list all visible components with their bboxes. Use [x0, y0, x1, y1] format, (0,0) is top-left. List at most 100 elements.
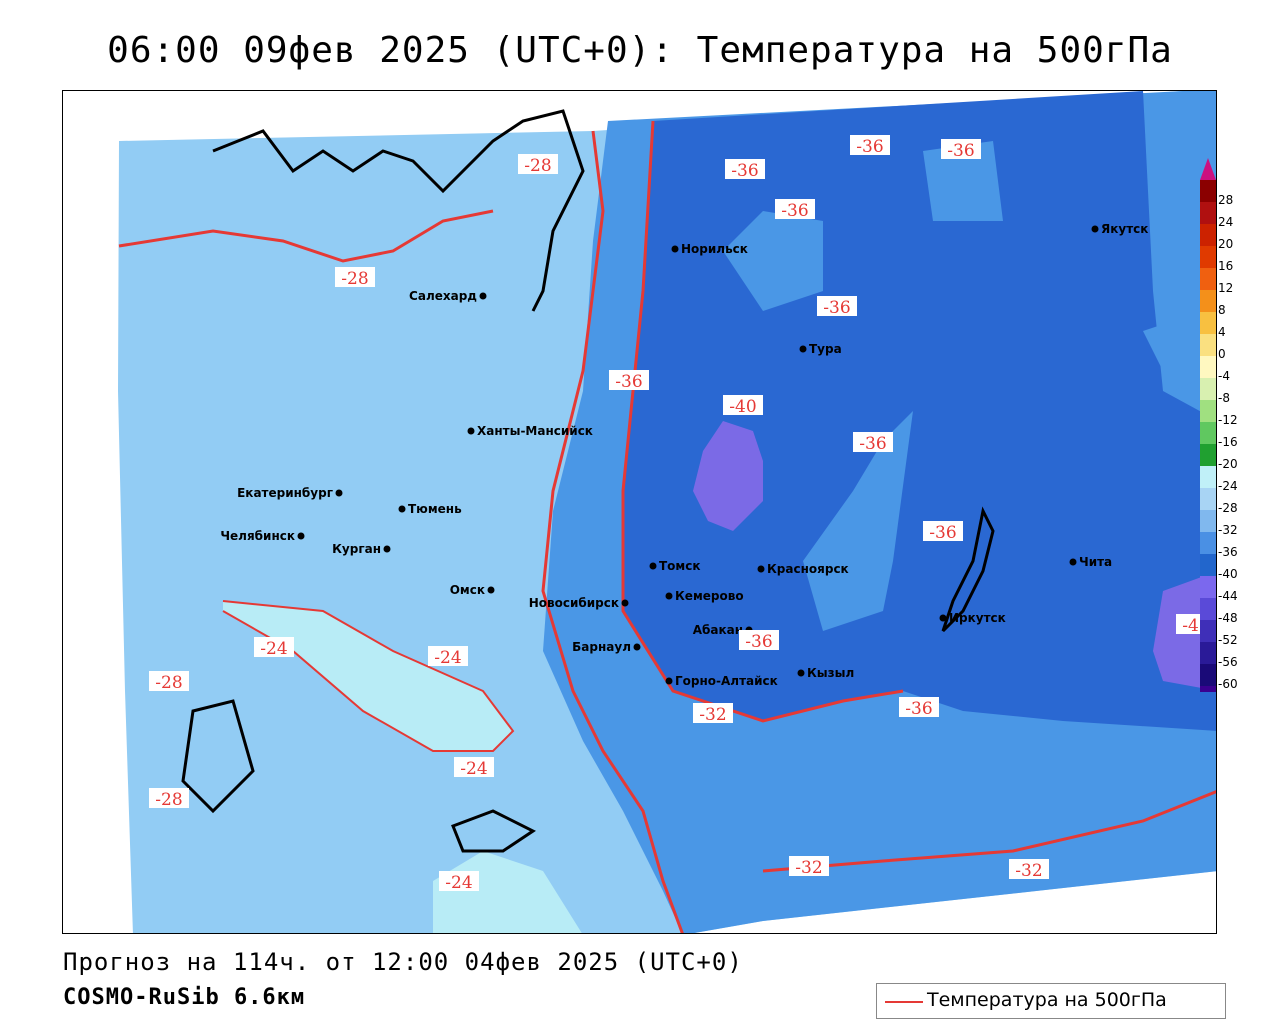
coastline-caspian — [181, 699, 255, 814]
isoline-label-bg — [850, 135, 890, 155]
colorbar-swatch — [1200, 224, 1216, 246]
isoline-label: -24 — [434, 648, 461, 668]
city-label: Екатеринбург — [237, 486, 333, 500]
isoline-label-bg — [335, 267, 375, 287]
fill-pocket-32b — [723, 211, 823, 311]
isoline-label: -36 — [929, 523, 956, 543]
colorbar-swatch — [1200, 334, 1216, 356]
isoline-label-bg — [1009, 859, 1049, 879]
colorbar-swatch — [1200, 488, 1216, 510]
city-label: Новосибирск — [529, 596, 619, 610]
isoline-label: -28 — [155, 790, 182, 810]
isoline-label-bg — [254, 637, 294, 657]
city-marker — [297, 532, 305, 540]
fill-pocket-32d — [1143, 311, 1216, 391]
isoline-label-bg — [428, 646, 468, 666]
city-label: Красноярск — [767, 562, 849, 576]
isoline-label-bg — [775, 199, 815, 219]
isoline-label: -28 — [341, 269, 368, 289]
fill-pocket-32a — [803, 411, 913, 631]
isoline-label: -36 — [731, 161, 758, 181]
isoline-label: -24 — [460, 759, 487, 779]
colorbar-tick-label: 4 — [1218, 325, 1226, 339]
temperature-map: Норильск Салехард Тура Якутск Ханты-Мансийск… — [118, 91, 1216, 933]
city-label: Якутск — [1101, 222, 1148, 236]
colorbar-tick-label: -24 — [1218, 479, 1238, 493]
colorbar-tick-label: -20 — [1218, 457, 1238, 471]
colorbar-swatch — [1200, 444, 1216, 466]
coastline-baikal — [941, 506, 995, 633]
isoline-label-bg — [725, 159, 765, 179]
city-label: Горно-Алтайск — [675, 674, 778, 688]
colorbar-tick-label: 16 — [1218, 259, 1234, 273]
isoline-28-north — [118, 209, 494, 263]
colorbar-swatch — [1200, 664, 1216, 686]
city-marker — [335, 489, 343, 497]
colorbar-swatch — [1200, 312, 1216, 334]
colorbar-tick-label: 28 — [1218, 193, 1234, 207]
isoline-label: -40 — [729, 397, 756, 417]
colorbar-swatch — [1200, 686, 1216, 692]
colorbar-tick-label: 0 — [1218, 347, 1226, 361]
city-label: Чита — [1079, 555, 1112, 569]
isoline-label: -36 — [615, 372, 642, 392]
colorbar-swatch — [1200, 532, 1216, 554]
legend-line-swatch — [885, 1001, 923, 1003]
colorbar-tick-label: -44 — [1218, 589, 1238, 603]
city-marker — [799, 345, 807, 353]
city-label: Томск — [659, 559, 701, 573]
colorbar-tick-label: -48 — [1218, 611, 1238, 625]
colorbar-tick-label: -60 — [1218, 677, 1238, 691]
isoline-32-west — [541, 130, 684, 933]
fill-region-40 — [693, 421, 763, 531]
isoline-label-bg — [693, 703, 733, 723]
city-marker — [757, 565, 765, 573]
city-marker — [633, 643, 641, 651]
colorbar-tick-label: -40 — [1218, 567, 1238, 581]
colorbar-swatch — [1200, 202, 1216, 224]
isoline-label-bg — [439, 871, 479, 891]
city-marker — [1069, 558, 1077, 566]
map-panel[interactable]: Норильск Салехард Тура Якутск Ханты-Мансийск… — [62, 90, 1217, 934]
city-label: Курган — [332, 542, 381, 556]
colorbar-swatch — [1200, 422, 1216, 444]
isoline-label-bg — [518, 154, 558, 174]
colorbar-swatch — [1200, 290, 1216, 312]
isoline-label: -36 — [823, 298, 850, 318]
isoline-label: -32 — [795, 858, 822, 878]
isoline-label: -36 — [905, 699, 932, 719]
colorbar-tick-label: -32 — [1218, 523, 1238, 537]
coastline-north — [212, 109, 585, 312]
isoline-24-sw — [222, 600, 515, 752]
isoline-label: -36 — [856, 137, 883, 157]
isoline-label: -28 — [155, 673, 182, 693]
colorbar-tick-label: -28 — [1218, 501, 1238, 515]
colorbar-tick-label: -36 — [1218, 545, 1238, 559]
city-layer: Норильск Салехард Тура Якутск Ханты-Мансийск… — [220, 222, 1148, 688]
model-name: COSMO-RuSib 6.6км — [63, 985, 306, 1010]
colorbar-tick-label: 20 — [1218, 237, 1234, 251]
colorbar-swatch — [1200, 180, 1216, 202]
city-marker — [398, 505, 406, 513]
isoline-label-bg — [899, 697, 939, 717]
city-marker — [467, 427, 475, 435]
isoline-label-bg — [853, 432, 893, 452]
city-label: Абакан — [693, 623, 743, 637]
colorbar-swatch — [1200, 378, 1216, 400]
city-marker — [479, 292, 487, 300]
city-label: Барнаул — [572, 640, 631, 654]
city-marker — [671, 245, 679, 253]
city-label: Иркутск — [949, 611, 1006, 625]
isoline-label-bg — [941, 139, 981, 159]
colorbar-tick-label: -52 — [1218, 633, 1238, 647]
city-marker — [939, 614, 947, 622]
colorbar-tick-label: -16 — [1218, 435, 1238, 449]
legend-label: Температура на 500гПа — [927, 989, 1167, 1011]
colorbar-tick-label: -4 — [1218, 369, 1230, 383]
city-marker — [383, 545, 391, 553]
colorbar-swatch — [1200, 576, 1216, 598]
isoline-label: -24 — [445, 873, 472, 893]
city-marker — [649, 562, 657, 570]
isoline-label-bg — [149, 788, 189, 808]
isoline-label-bg — [454, 757, 494, 777]
